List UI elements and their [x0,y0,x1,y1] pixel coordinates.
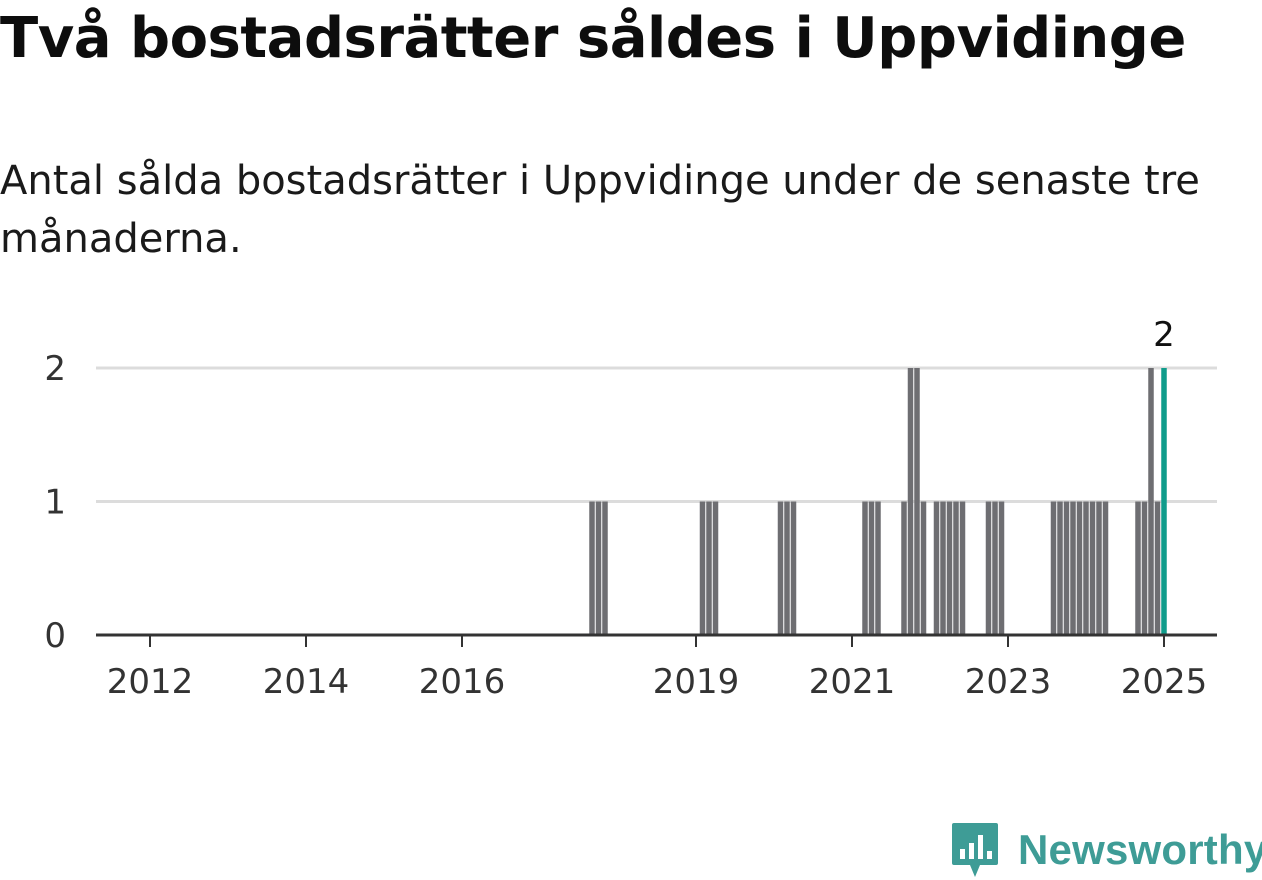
chart-title: Två bostadsrätter såldes i Uppvidinge [0,6,1186,71]
bar [1050,501,1057,635]
x-tick-label: 2021 [809,662,896,702]
x-tick-label: 2014 [263,662,350,702]
bar [1102,501,1109,635]
bar [998,501,1005,635]
bar [901,501,907,635]
bar [875,501,881,635]
brand-name: Newsworthy [1018,826,1262,873]
bar [985,501,992,635]
y-tick-label: 2 [44,349,66,389]
newsworthy-logo-icon [952,823,998,877]
y-tick-label: 1 [44,483,66,523]
chart-gridlines [96,366,1217,503]
bar [992,501,998,635]
x-tick-label: 2025 [1121,662,1208,702]
bar [784,501,790,635]
bar [589,501,595,635]
bar [940,501,946,635]
bar [777,501,784,635]
bar [862,501,868,635]
bar [933,501,940,635]
bar [1154,501,1161,635]
x-tick-label: 2012 [107,662,194,702]
x-tick-label: 2019 [653,662,740,702]
bar [1148,368,1154,635]
bar [1070,501,1076,635]
bar [699,501,706,635]
chart-subtitle: Antal sålda bostadsrätter i Uppvidinge u… [0,158,1200,262]
bar [953,501,959,635]
x-tick-label: 2023 [965,662,1052,702]
bar [1083,501,1089,635]
bar [595,501,602,635]
bar [712,501,719,635]
bar [868,501,875,635]
bar [790,501,797,635]
bar [1076,501,1083,635]
highlight-bar [1161,368,1167,635]
bar-chart: 0 1 2 2012 2014 2016 2019 2021 2023 2025 2 [44,315,1217,702]
bar [602,501,608,635]
bar [959,501,966,635]
bar [946,501,953,635]
bar [920,501,927,635]
bar [706,501,712,635]
y-axis-tick-labels: 0 1 2 [44,349,66,656]
x-axis-tick-labels: 2012 2014 2016 2019 2021 2023 2025 [107,662,1208,702]
bar [907,368,914,635]
chart-annotations: 2 [1153,315,1175,355]
y-tick-label: 0 [44,616,66,656]
highlight-value-label: 2 [1153,315,1175,355]
chart-bars [589,368,1167,635]
bar [1135,501,1141,635]
bar [914,368,920,635]
brand-logo: Newsworthy [950,820,1262,880]
bar [1089,501,1096,635]
bar [1063,501,1070,635]
bar [1057,501,1063,635]
bar [1141,501,1148,635]
bar [1096,501,1102,635]
x-axis-ticks [149,635,1165,647]
x-tick-label: 2016 [419,662,506,702]
